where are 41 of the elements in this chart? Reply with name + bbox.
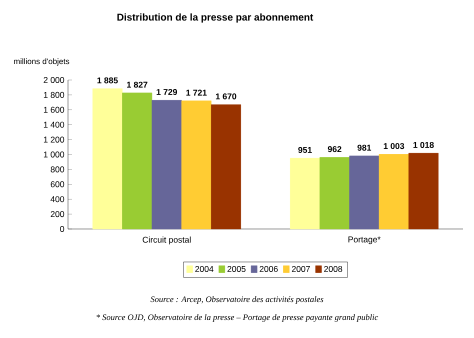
source-note: Source : Arcep, Observatoire des activités postales [150, 296, 324, 304]
data-label: 981 [357, 144, 372, 151]
y-tick-label: 1 400 [44, 122, 64, 128]
bar [408, 152, 439, 230]
legend-label: 2005 [227, 266, 246, 272]
x-tick-label: Portage* [348, 236, 381, 244]
legend-label: 2008 [324, 266, 342, 272]
y-tick-label: 400 [50, 196, 64, 202]
x-tick-label: Circuit postal [142, 236, 191, 244]
y-tick-label: 1 200 [44, 136, 64, 143]
bar [378, 154, 409, 230]
y-tick-label: 200 [50, 211, 64, 218]
bar [152, 100, 182, 230]
text: * Source OJD, Observatoire de la presse – Portage de presse payante grand public [96, 314, 378, 322]
y-tick-label: 0 [60, 226, 64, 232]
chart-title: Distribution de la presse par abonnement [117, 13, 314, 23]
data-label: 1 827 [127, 82, 148, 88]
y-tick-label: 800 [50, 166, 64, 172]
data-label: 1 670 [216, 93, 236, 100]
bar [181, 100, 212, 230]
bar [320, 157, 350, 230]
data-label: 1 721 [186, 90, 207, 96]
y-tick-label: 1 600 [44, 106, 64, 113]
y-tick-label: 1 000 [44, 152, 64, 158]
legend-label: 2004 [195, 266, 214, 272]
bar [210, 104, 242, 230]
legend-label: 2006 [260, 266, 278, 272]
bar [122, 92, 152, 230]
y-tick-label: 600 [50, 181, 64, 188]
data-label: 1 885 [97, 77, 118, 84]
data-label: 1 003 [384, 143, 404, 150]
data-label: 951 [298, 146, 312, 153]
y-tick-label: 1 800 [44, 92, 64, 98]
bar [92, 88, 123, 230]
bar [349, 156, 380, 230]
bar [290, 158, 320, 230]
legend-label: 2007 [292, 266, 310, 272]
data-label: 1 729 [156, 89, 178, 95]
y-tick-label: 2 000 [44, 77, 64, 83]
data-label: 1 018 [413, 142, 434, 148]
data-label: 962 [328, 146, 342, 152]
